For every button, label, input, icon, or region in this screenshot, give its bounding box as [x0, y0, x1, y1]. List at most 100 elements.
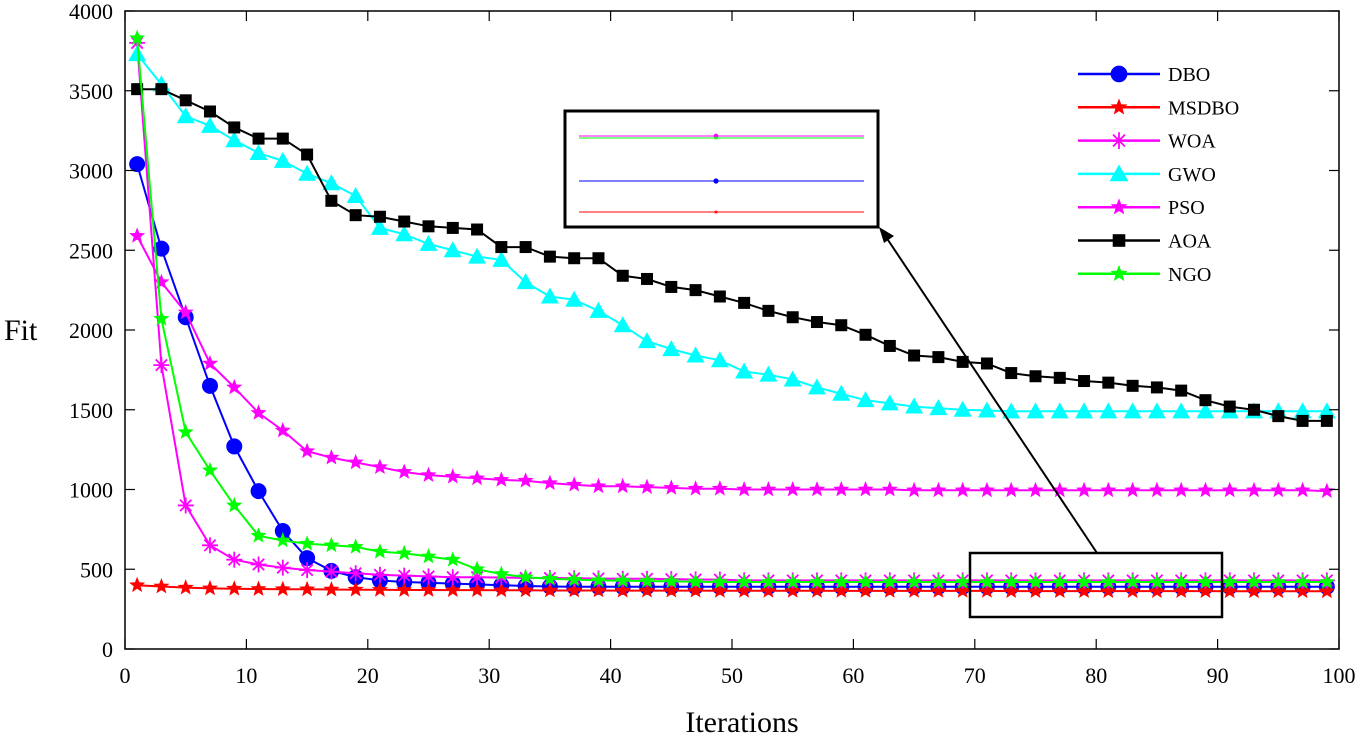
data-point-woa: [250, 556, 267, 573]
y-axis-title: Fit: [4, 314, 38, 347]
data-point-ngo: [614, 572, 631, 588]
data-point-aoa: [1320, 414, 1333, 427]
data-point-pso: [201, 355, 219, 371]
data-point-ngo: [371, 543, 388, 559]
data-point-gwo: [710, 351, 729, 368]
x-tick-label: 80: [1085, 663, 1107, 688]
data-point-msdbo: [663, 582, 680, 598]
data-point-msdbo: [614, 582, 631, 598]
data-point-aoa: [859, 328, 872, 341]
data-point-msdbo: [808, 582, 826, 598]
data-point-gwo: [589, 301, 608, 318]
data-point-ngo: [1294, 573, 1311, 589]
series-ngo: [129, 29, 1335, 589]
data-point-aoa: [1248, 403, 1261, 416]
y-tick-label: 1500: [69, 398, 113, 423]
data-point-woa: [153, 357, 170, 374]
data-point-aoa: [519, 241, 532, 254]
data-point-msdbo: [299, 580, 316, 597]
data-point-ngo: [857, 573, 874, 589]
data-point-pso: [1245, 481, 1263, 498]
zoom-arrow-line: [885, 236, 1098, 554]
data-point-ngo: [420, 548, 437, 564]
data-point-ngo: [1173, 573, 1190, 589]
data-point-pso: [711, 480, 728, 496]
data-point-aoa: [422, 220, 435, 233]
data-point-pso: [274, 422, 291, 438]
data-point-msdbo: [1270, 582, 1287, 599]
data-point-aoa: [228, 121, 241, 134]
data-point-ngo: [541, 570, 558, 586]
data-point-gwo: [298, 164, 317, 181]
data-point-msdbo: [978, 582, 995, 598]
x-tick-label: 0: [120, 663, 131, 688]
data-point-pso: [638, 478, 656, 494]
data-point-aoa: [689, 284, 702, 297]
data-point-dbo: [226, 438, 243, 455]
x-tick-label: 40: [600, 663, 622, 688]
data-point-woa: [201, 537, 218, 554]
data-point-aoa: [1199, 394, 1212, 407]
data-point-aoa: [810, 316, 823, 329]
data-point-aoa: [883, 339, 896, 352]
data-point-aoa: [980, 357, 993, 370]
legend-label: PSO: [1168, 197, 1205, 219]
x-tick-label: 50: [721, 663, 743, 688]
data-point-ngo: [1076, 573, 1093, 589]
data-point-pso: [323, 449, 340, 465]
data-point-gwo: [516, 273, 535, 290]
data-point-gwo: [225, 131, 244, 148]
data-point-msdbo: [323, 581, 340, 597]
data-point-ngo: [493, 565, 510, 581]
data-point-aoa: [592, 252, 605, 265]
data-point-gwo: [1099, 402, 1118, 419]
data-point-msdbo: [1051, 582, 1068, 598]
data-point-gwo: [953, 400, 972, 417]
data-point-aoa: [835, 319, 848, 332]
x-tick-label: 90: [1207, 663, 1229, 688]
data-point-msdbo: [711, 582, 728, 598]
data-point-ngo: [299, 535, 316, 551]
series-layer: [128, 29, 1336, 599]
data-point-aoa: [932, 351, 945, 364]
data-point-pso: [1003, 481, 1020, 498]
legend-marker: [1110, 132, 1128, 149]
y-tick-label: 3000: [69, 159, 113, 184]
data-point-aoa: [1150, 381, 1163, 394]
data-point-aoa: [1223, 400, 1236, 413]
data-point-gwo: [346, 187, 365, 204]
legend-marker: [1110, 65, 1128, 83]
data-point-dbo: [129, 156, 146, 173]
x-axis-title: Iterations: [685, 706, 798, 738]
data-point-aoa: [1175, 384, 1188, 397]
data-point-pso: [347, 453, 364, 470]
data-point-msdbo: [469, 581, 486, 597]
legend-item-woa: WOA: [1078, 131, 1216, 153]
data-point-aoa: [471, 223, 484, 236]
data-point-gwo: [1026, 402, 1045, 419]
data-point-msdbo: [1197, 582, 1214, 598]
data-point-msdbo: [784, 582, 801, 598]
data-point-ngo: [638, 572, 656, 588]
data-point-ngo: [760, 573, 777, 589]
legend-item-aoa: AOA: [1078, 231, 1212, 253]
data-point-gwo: [880, 394, 899, 411]
data-point-gwo: [613, 316, 632, 333]
data-point-ngo: [1221, 573, 1238, 589]
data-point-pso: [857, 481, 874, 497]
data-point-pso: [226, 378, 243, 395]
data-point-msdbo: [420, 581, 437, 597]
data-point-ngo: [784, 573, 801, 589]
data-point-ngo: [1270, 573, 1287, 589]
data-point-msdbo: [153, 578, 170, 594]
data-point-pso: [590, 477, 607, 494]
data-point-ngo: [1245, 573, 1263, 589]
data-point-gwo: [1147, 402, 1166, 419]
data-point-woa: [420, 568, 437, 585]
data-point-pso: [954, 481, 971, 498]
data-point-gwo: [1050, 402, 1069, 419]
data-point-pso: [1270, 481, 1287, 498]
data-point-aoa: [1005, 367, 1018, 380]
data-point-pso: [784, 481, 801, 497]
